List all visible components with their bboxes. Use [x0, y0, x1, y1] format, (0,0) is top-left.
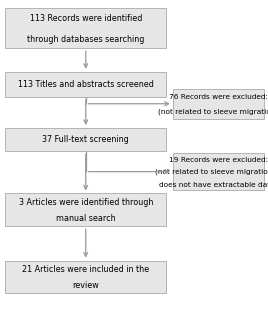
Text: (not related to sleeve migration): (not related to sleeve migration) [158, 109, 268, 115]
FancyBboxPatch shape [5, 193, 166, 226]
FancyBboxPatch shape [5, 261, 166, 293]
Text: 3 Articles were identified through: 3 Articles were identified through [18, 198, 153, 207]
Text: 113 Titles and abstracts screened: 113 Titles and abstracts screened [18, 80, 154, 89]
Text: (not related to sleeve migration or: (not related to sleeve migration or [155, 169, 268, 175]
Text: 76 Records were excluded:: 76 Records were excluded: [169, 94, 268, 100]
FancyBboxPatch shape [173, 153, 264, 190]
Text: manual search: manual search [56, 214, 116, 223]
Text: review: review [72, 281, 99, 290]
Text: through databases searching: through databases searching [27, 35, 144, 44]
FancyBboxPatch shape [5, 8, 166, 48]
FancyBboxPatch shape [5, 128, 166, 151]
Text: 21 Articles were included in the: 21 Articles were included in the [22, 265, 149, 274]
Text: 37 Full-text screening: 37 Full-text screening [42, 135, 129, 144]
Text: 19 Records were excluded:: 19 Records were excluded: [169, 157, 268, 163]
FancyBboxPatch shape [5, 72, 166, 97]
Text: does not have extractable data): does not have extractable data) [159, 182, 268, 188]
FancyBboxPatch shape [173, 89, 264, 119]
Text: 113 Records were identified: 113 Records were identified [29, 14, 142, 23]
